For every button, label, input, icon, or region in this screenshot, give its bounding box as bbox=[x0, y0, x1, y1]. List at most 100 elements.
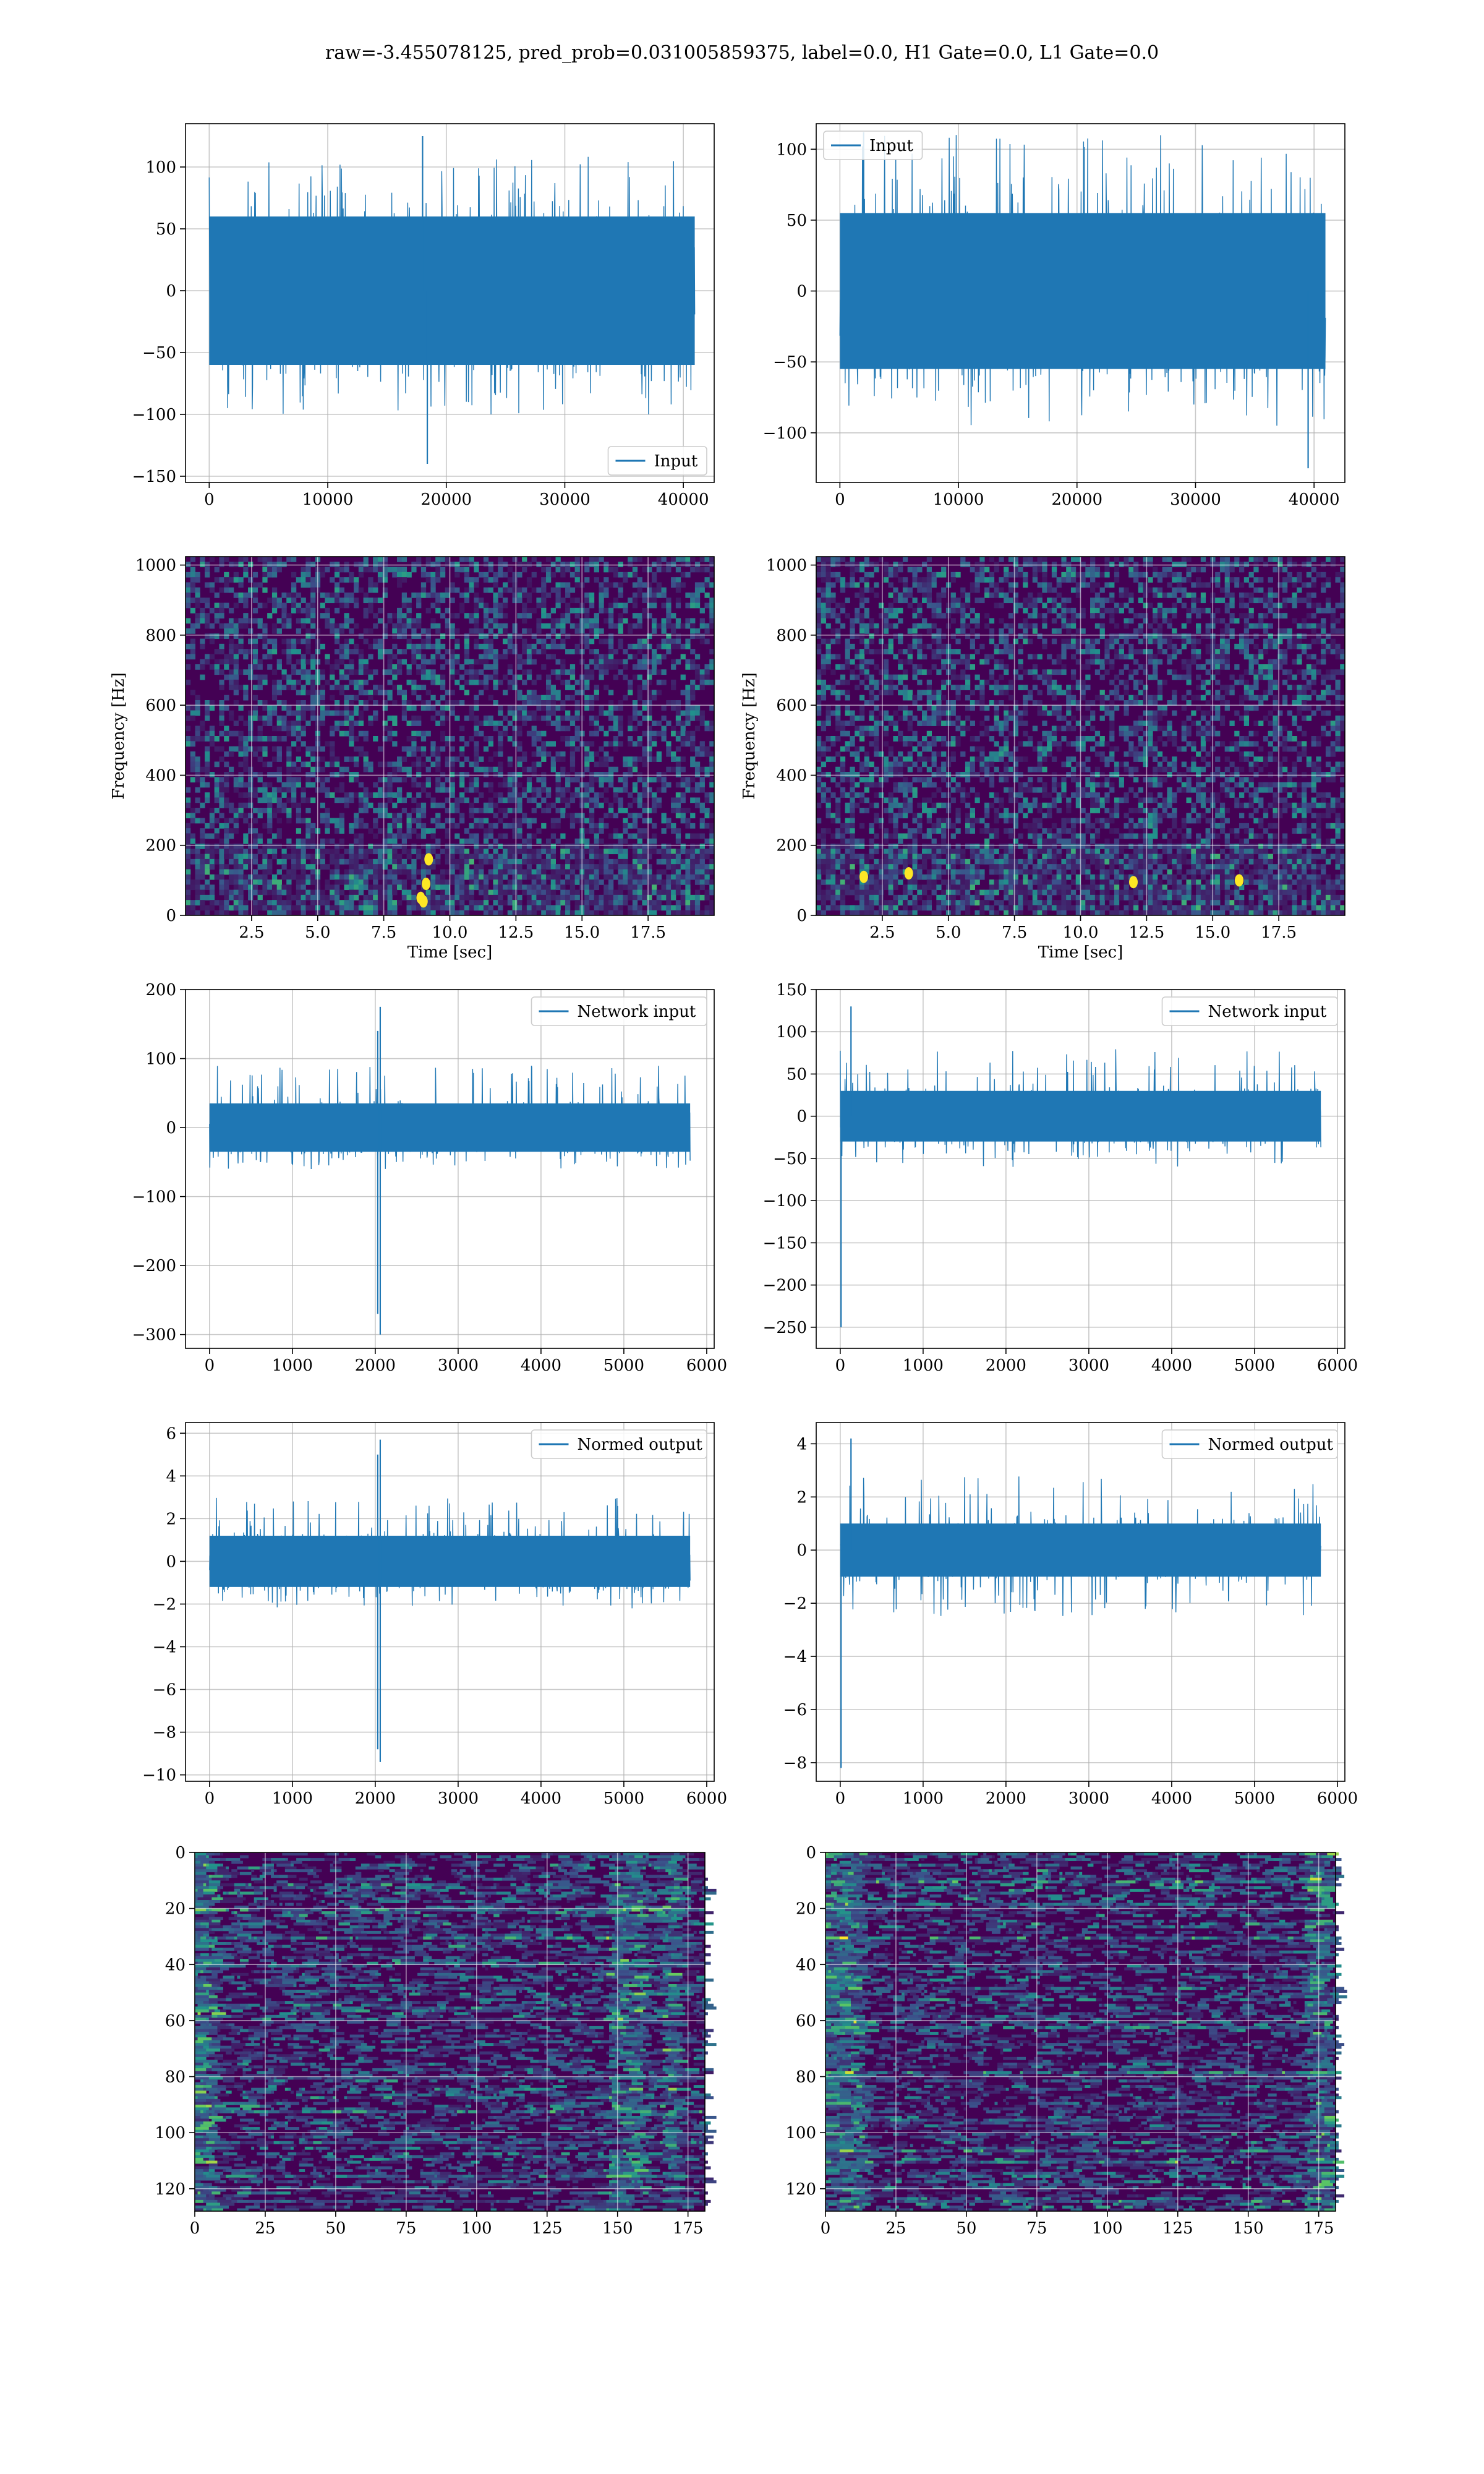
x-tick-label: 1000 bbox=[272, 1356, 313, 1375]
y-tick-label: 100 bbox=[155, 2124, 186, 2142]
spectrogram-hotspot bbox=[1129, 876, 1138, 889]
y-tick-label: 100 bbox=[776, 140, 807, 159]
y-tick-label: 0 bbox=[796, 907, 807, 925]
x-tick-label: 30000 bbox=[539, 490, 591, 509]
y-tick-label: 50 bbox=[787, 1065, 807, 1084]
x-tick-label: 2000 bbox=[986, 1789, 1026, 1808]
x-tick-label: 6000 bbox=[1317, 1356, 1358, 1375]
y-tick-label: 0 bbox=[806, 1844, 816, 1862]
y-tick-label: 20 bbox=[165, 1900, 186, 1919]
y-tick-label: −6 bbox=[783, 1701, 807, 1719]
y-tick-label: 200 bbox=[776, 837, 807, 855]
y-tick-label: 0 bbox=[175, 1844, 186, 1862]
y-tick-label: −200 bbox=[132, 1257, 176, 1275]
y-tick-label: 80 bbox=[796, 2068, 816, 2087]
x-tick-label: 5000 bbox=[603, 1356, 644, 1375]
axes-frame bbox=[194, 1852, 706, 2212]
x-tick-label: 2000 bbox=[355, 1356, 396, 1375]
y-tick-label: 120 bbox=[155, 2180, 186, 2199]
legend-label: Normed output bbox=[1208, 1436, 1334, 1454]
x-tick-label: 5.0 bbox=[305, 923, 330, 942]
axes-frame bbox=[816, 989, 1345, 1349]
x-tick-label: 4000 bbox=[521, 1356, 561, 1375]
y-tick-label: 2 bbox=[166, 1510, 176, 1528]
y-tick-label: 50 bbox=[787, 212, 807, 230]
x-tick-label: 25 bbox=[885, 2219, 906, 2238]
y-tick-label: −200 bbox=[763, 1277, 807, 1295]
x-tick-label: 30000 bbox=[1170, 490, 1221, 509]
x-tick-label: 12.5 bbox=[1128, 923, 1164, 942]
x-tick-label: 1000 bbox=[903, 1789, 944, 1808]
y-axis-label: Frequency [Hz] bbox=[109, 672, 128, 800]
y-tick-label: 150 bbox=[776, 981, 807, 999]
x-tick-label: 1000 bbox=[272, 1789, 313, 1808]
y-tick-label: 50 bbox=[156, 220, 176, 239]
figure-suptitle: raw=-3.455078125, pred_prob=0.0310058593… bbox=[325, 42, 1159, 64]
legend-label: Network input bbox=[578, 1003, 696, 1021]
x-tick-label: 17.5 bbox=[1261, 923, 1297, 942]
x-axis-label: Time [sec] bbox=[1038, 943, 1124, 962]
y-axis-label: Frequency [Hz] bbox=[740, 672, 759, 800]
y-tick-label: 0 bbox=[796, 283, 807, 301]
x-tick-label: 3000 bbox=[1068, 1789, 1109, 1808]
x-tick-label: 3000 bbox=[1068, 1356, 1109, 1375]
y-tick-label: 80 bbox=[165, 2068, 186, 2087]
chart-r4c1: 0 1000 2000 3000 4000 5000 6000 −10 −8 −6 −4 −2 0 2 4 6… bbox=[142, 1422, 727, 1808]
legend: Input bbox=[823, 131, 923, 160]
y-tick-label: −50 bbox=[773, 1150, 807, 1168]
x-tick-label: 125 bbox=[532, 2219, 563, 2238]
legend-label: Network input bbox=[1208, 1003, 1327, 1021]
x-tick-label: 1000 bbox=[903, 1356, 944, 1375]
x-tick-label: 6000 bbox=[1317, 1789, 1358, 1808]
x-tick-label: 5000 bbox=[603, 1789, 644, 1808]
x-tick-label: 75 bbox=[1026, 2219, 1047, 2238]
y-tick-label: 600 bbox=[145, 696, 176, 715]
x-tick-label: 4000 bbox=[1151, 1356, 1192, 1375]
y-tick-label: 800 bbox=[776, 627, 807, 645]
x-tick-label: 3000 bbox=[438, 1356, 479, 1375]
y-tick-label: 600 bbox=[776, 696, 807, 715]
x-tick-label: 0 bbox=[205, 1789, 215, 1808]
y-tick-label: 6 bbox=[166, 1424, 176, 1443]
y-tick-label: −150 bbox=[132, 468, 176, 486]
y-tick-label: 0 bbox=[166, 282, 176, 301]
legend-label: Input bbox=[654, 452, 698, 471]
y-tick-label: 20 bbox=[796, 1900, 816, 1919]
x-tick-label: 2000 bbox=[986, 1356, 1026, 1375]
chart-r4c2: 0 1000 2000 3000 4000 5000 6000 −8 −6 −4 −2 0 2 4 Norm… bbox=[783, 1422, 1358, 1808]
y-tick-label: −250 bbox=[763, 1319, 807, 1337]
y-tick-label: −8 bbox=[153, 1724, 176, 1742]
y-tick-label: −100 bbox=[132, 1188, 176, 1207]
y-tick-label: −8 bbox=[783, 1754, 807, 1773]
x-tick-label: 175 bbox=[673, 2219, 704, 2238]
series-core-band bbox=[840, 1523, 1321, 1577]
spectrogram-hotspot bbox=[424, 853, 433, 866]
x-tick-label: 10.0 bbox=[432, 923, 468, 942]
x-tick-label: 40000 bbox=[1289, 490, 1340, 509]
y-tick-label: 4 bbox=[796, 1435, 807, 1453]
y-tick-label: −10 bbox=[142, 1766, 176, 1785]
x-tick-label: 3000 bbox=[438, 1789, 479, 1808]
x-tick-label: 50 bbox=[956, 2219, 976, 2238]
x-tick-label: 4000 bbox=[521, 1789, 561, 1808]
chart-r1c1: 0 10000 20000 30000 40000 −150 −100 −50 0 50 100 In… bbox=[132, 123, 715, 509]
x-tick-label: 10.0 bbox=[1063, 923, 1099, 942]
spectrogram-hotspot bbox=[416, 891, 425, 904]
x-tick-label: 7.5 bbox=[371, 923, 396, 942]
y-tick-label: 400 bbox=[145, 766, 176, 785]
x-tick-label: 125 bbox=[1162, 2219, 1193, 2238]
x-tick-label: 0 bbox=[204, 490, 215, 509]
chart-r3c2: 0 1000 2000 3000 4000 5000 6000−250−200−150−10… bbox=[763, 981, 1358, 1375]
y-tick-label: 100 bbox=[145, 1050, 176, 1069]
x-tick-label: 10000 bbox=[933, 490, 984, 509]
spectrogram-hotspot bbox=[422, 878, 431, 891]
x-tick-label: 6000 bbox=[686, 1789, 727, 1808]
x-tick-label: 0 bbox=[205, 1356, 215, 1375]
x-tick-label: 100 bbox=[461, 2219, 492, 2238]
heatmap-cells bbox=[825, 1852, 1347, 2212]
y-tick-label: 60 bbox=[796, 2012, 816, 2031]
x-tick-label: 7.5 bbox=[1002, 923, 1027, 942]
series-core-band bbox=[209, 1535, 691, 1587]
x-tick-label: 20000 bbox=[420, 490, 472, 509]
